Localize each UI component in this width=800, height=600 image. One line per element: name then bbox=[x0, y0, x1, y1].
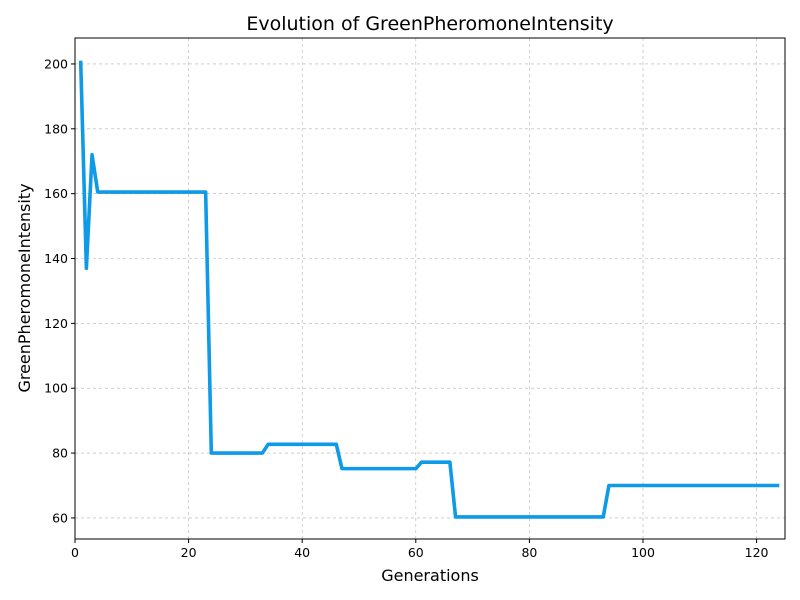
x-axis-ticks: 0 20 40 60 80 100 120 bbox=[71, 539, 769, 560]
x-tick-label: 60 bbox=[408, 545, 424, 560]
y-axis-title: GreenPheromoneIntensity bbox=[15, 183, 34, 392]
x-tick-label: 0 bbox=[71, 545, 79, 560]
chart-title: Evolution of GreenPheromoneIntensity bbox=[246, 13, 613, 35]
y-tick-label: 180 bbox=[44, 121, 68, 136]
x-tick-label: 20 bbox=[181, 545, 197, 560]
x-tick-label: 120 bbox=[745, 545, 769, 560]
y-tick-label: 200 bbox=[44, 56, 68, 71]
y-tick-label: 60 bbox=[52, 510, 68, 525]
y-axis-ticks: 60 80 100 120 140 160 180 200 bbox=[44, 56, 75, 525]
plot-frame bbox=[74, 37, 786, 540]
y-tick-label: 140 bbox=[44, 251, 68, 266]
series-group bbox=[78, 60, 780, 519]
grid-lines bbox=[74, 38, 785, 539]
y-tick-label: 100 bbox=[44, 381, 68, 396]
x-axis-title: Generations bbox=[381, 566, 479, 585]
y-tick-label: 80 bbox=[52, 446, 68, 461]
x-tick-label: 40 bbox=[294, 545, 310, 560]
y-tick-label: 120 bbox=[44, 316, 68, 331]
x-tick-label: 80 bbox=[521, 545, 537, 560]
x-tick-label: 100 bbox=[631, 545, 655, 560]
y-tick-label: 160 bbox=[44, 186, 68, 201]
series-line bbox=[78, 60, 780, 519]
